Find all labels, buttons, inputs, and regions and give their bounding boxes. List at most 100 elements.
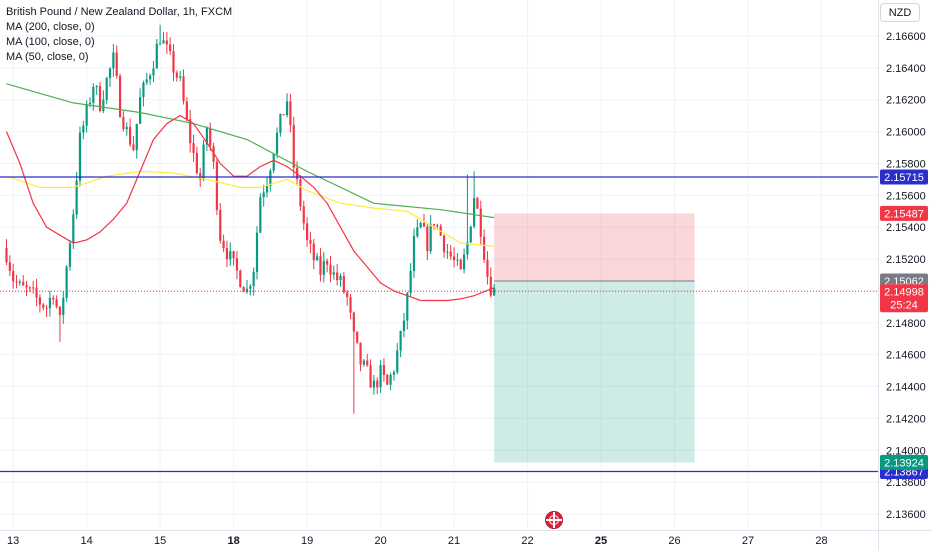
horizontal-level-price-tag: 2.15715 <box>884 172 924 184</box>
x-tick-label: 19 <box>301 535 313 547</box>
candle-bullish <box>89 103 91 104</box>
candle-bullish <box>446 252 448 253</box>
candle-bearish <box>366 361 368 366</box>
take-profit-zone[interactable] <box>494 281 694 462</box>
candle-bullish <box>66 267 68 298</box>
candle-bearish <box>486 260 488 277</box>
candle-bullish <box>316 256 318 260</box>
candle-bullish <box>413 236 415 271</box>
candle-bearish <box>309 240 311 244</box>
y-tick-label: 2.16000 <box>886 127 926 139</box>
candle-bearish <box>192 143 194 153</box>
stop-loss-zone[interactable] <box>494 213 694 281</box>
ma50-legend[interactable]: MA (50, close, 0) <box>6 50 232 65</box>
candle-bearish <box>349 297 351 312</box>
candle-bearish <box>450 252 452 257</box>
candle-bearish <box>336 272 338 280</box>
y-tick-label: 2.15800 <box>886 158 926 170</box>
candle-bullish <box>463 255 465 269</box>
candle-bearish <box>353 313 355 332</box>
candle-bullish <box>470 226 472 242</box>
candle-bearish <box>483 237 485 260</box>
candle-bullish <box>146 79 148 82</box>
candle-bullish <box>266 186 268 192</box>
candle-bearish <box>29 287 31 288</box>
candle-bearish <box>299 179 301 206</box>
candle-bearish <box>39 297 41 304</box>
candle-bearish <box>433 224 435 225</box>
candle-bullish <box>393 372 395 375</box>
y-tick-label: 2.16600 <box>886 31 926 43</box>
candle-bearish <box>45 308 47 309</box>
candle-bullish <box>72 214 74 243</box>
candle-bullish <box>323 261 325 275</box>
candle-bullish <box>333 272 335 274</box>
candle-bullish <box>152 68 154 75</box>
candle-bullish <box>179 76 181 77</box>
candle-bearish <box>196 153 198 173</box>
ma100-legend[interactable]: MA (100, close, 0) <box>6 35 232 50</box>
bar-countdown: 25:24 <box>890 299 918 311</box>
y-tick-label: 2.14800 <box>886 318 926 330</box>
candle-bullish <box>390 375 392 385</box>
candle-bearish <box>453 256 455 260</box>
candle-bullish <box>253 272 255 286</box>
candle-bullish <box>410 271 412 293</box>
candle-bullish <box>396 351 398 373</box>
x-tick-label: 15 <box>154 535 166 547</box>
y-tick-label: 2.15200 <box>886 254 926 266</box>
currency-button[interactable]: NZD <box>880 3 920 22</box>
symbol-title[interactable]: British Pound / New Zealand Dollar, 1h, … <box>6 5 232 20</box>
candle-bearish <box>239 271 241 287</box>
candle-bullish <box>403 321 405 331</box>
candle-bullish <box>256 233 258 272</box>
candle-bullish <box>263 193 265 198</box>
candle-bearish <box>182 76 184 101</box>
candle-bullish <box>69 243 71 266</box>
candle-bullish <box>142 82 144 97</box>
candle-bearish <box>186 101 188 119</box>
x-tick-label: 25 <box>595 535 607 547</box>
ma200-legend[interactable]: MA (200, close, 0) <box>6 20 232 35</box>
x-tick-label: 28 <box>815 535 827 547</box>
candle-bearish <box>329 265 331 275</box>
candle-bearish <box>303 206 305 223</box>
candle-bullish <box>416 227 418 236</box>
candle-bearish <box>383 365 385 375</box>
candle-bearish <box>460 260 462 269</box>
candle-bearish <box>443 236 445 252</box>
y-tick-label: 2.14200 <box>886 413 926 425</box>
y-tick-label: 2.15400 <box>886 222 926 234</box>
candle-bullish <box>136 124 138 150</box>
candle-bearish <box>376 381 378 388</box>
candle-bullish <box>102 100 104 111</box>
candle-bullish <box>373 381 375 388</box>
candle-bearish <box>5 248 7 262</box>
candle-bearish <box>35 288 37 298</box>
candle-bearish <box>226 248 228 259</box>
candle-bearish <box>209 128 211 146</box>
candle-bearish <box>436 225 438 226</box>
candle-bullish <box>126 127 128 129</box>
candle-bearish <box>283 114 285 115</box>
candle-bearish <box>386 375 388 385</box>
candle-bearish <box>233 251 235 258</box>
current-price-tag: 2.14998 <box>884 286 924 298</box>
y-tick-label: 2.14400 <box>886 382 926 394</box>
candle-bearish <box>12 271 14 281</box>
candle-bullish <box>96 86 98 87</box>
candle-bullish <box>249 286 251 289</box>
candle-bearish <box>293 125 295 168</box>
candle-bullish <box>379 365 381 387</box>
candle-bearish <box>52 298 54 300</box>
candle-bullish <box>430 224 432 251</box>
candle-bullish <box>109 68 111 78</box>
candle-bearish <box>132 145 134 150</box>
candle-bearish <box>346 292 348 297</box>
candle-bearish <box>343 276 345 292</box>
x-tick-label: 26 <box>668 535 680 547</box>
candle-bullish <box>49 298 51 308</box>
candle-bullish <box>286 101 288 115</box>
